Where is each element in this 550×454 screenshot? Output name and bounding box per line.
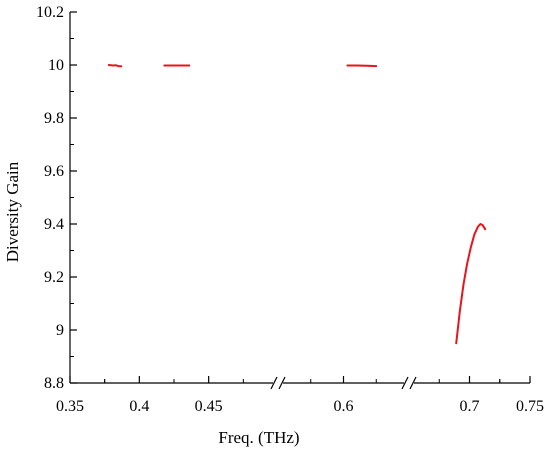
y-tick-label: 10.2 [36,4,64,21]
y-tick-label: 9.8 [44,110,64,127]
ticks [69,11,531,384]
x-tick-label: 0.7 [460,398,480,415]
x-tick-label: 0.75 [516,398,544,415]
x-tick-label: 0.45 [195,398,223,415]
x-tick-label: 0.35 [56,398,84,415]
x-axis-title: Freq. (THz) [218,428,299,447]
y-tick-label: 9 [56,322,64,339]
y-tick-label: 9.2 [44,269,64,286]
y-tick-label: 9.6 [44,163,64,180]
x-tick-label: 0.4 [129,398,149,415]
y-tick-label: 10 [48,57,64,74]
series-segment-3 [455,223,487,345]
y-tick-label: 9.4 [44,216,64,233]
y-tick-label: 8.8 [44,375,64,392]
series-segment-2 [346,64,378,68]
series-segment-0 [107,64,123,68]
plot-series [107,64,487,345]
axes [69,12,530,390]
tick-labels: 8.8 9 9.2 9.4 9.6 9.8 10 10.2 0.35 0.4 0.45 0.6 0.7 0… [36,4,544,415]
axis-break-2 [401,376,417,390]
x-tick-label: 0.6 [334,398,354,415]
y-axis-title: Diversity Gain [3,161,22,262]
axis-break-1 [270,376,286,390]
